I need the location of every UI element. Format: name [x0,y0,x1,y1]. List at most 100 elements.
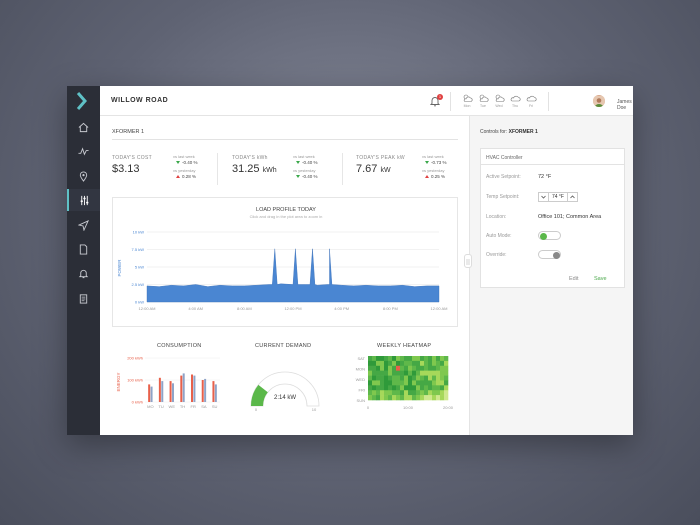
heatmap-cell [412,395,417,401]
heatmap-cell [424,365,429,371]
heatmap-cell [372,385,377,391]
heatmap-cell [440,395,445,401]
heatmap-cell [372,375,377,381]
heatmap-cell [380,380,385,386]
heatmap-cell [432,385,437,391]
weekly-heatmap[interactable]: SAT MON WED FRI SUN 0 10:00 20:00 [340,352,460,422]
document-icon [79,243,88,255]
heatmap-cell [376,395,381,401]
trend-down-icon [296,161,300,165]
heatmap-cell [444,390,449,396]
decrease-button[interactable] [539,193,549,201]
heatmap-cell [368,370,373,376]
compare-label: vs last week [422,154,444,159]
consumption-bar [161,381,164,402]
heatmap-cell [444,380,449,386]
heatmap-cell [376,360,381,367]
compare-label: vs last week [293,154,315,159]
heatmap-cell [444,395,449,401]
controls-title: Controls for: XFORMER 1 [480,129,538,135]
heatmap-cell [400,356,405,362]
heatmap-cell [372,356,377,362]
heatmap-row-label: FRI [359,387,365,392]
sidebar-item-reports[interactable] [67,287,100,309]
heatmap-cell [444,375,449,381]
heatmap-cell [412,375,417,381]
consumption-chart[interactable]: ENERGY 0 kWh 100 kWh 200 kWh MO TU WE TH FR SA S… [112,352,224,418]
load-profile-svg[interactable]: LOAD PROFILE TODAY Click and drag in the… [113,198,459,328]
heatmap-cell [436,375,441,381]
temp-setpoint-value[interactable]: 74 °F [551,194,564,200]
heatmap-cell [432,375,437,381]
heatmap-cell [392,375,397,381]
heatmap-cell [420,360,425,367]
avatar[interactable] [593,95,605,107]
heatmap-cell [376,356,381,362]
heatmap-cell [408,395,413,401]
weather-day-tue: Tue [476,94,490,108]
x-tick-label: 4:00 PM [334,306,349,311]
sidebar-item-activity[interactable] [67,140,100,162]
heatmap-cell [412,385,417,391]
weather-day-label: Tue [480,104,486,108]
cloud-icon [510,95,520,102]
heatmap-cell [428,375,433,381]
clipboard-icon [79,293,88,304]
y-tick-label: 0 kWh [132,400,143,405]
consumption-bar [171,383,174,402]
compare-value: -0.73 % [425,160,447,165]
heatmap-cell [432,365,437,371]
sidebar-item-home[interactable] [67,116,100,138]
edit-button[interactable]: Edit [569,276,579,282]
y-axis-label: ENERGY [116,372,121,391]
sidebar-item-send[interactable] [67,214,100,236]
heatmap-cell [384,390,389,396]
sidebar [67,86,100,435]
heatmap-cell [440,385,445,391]
sidebar-item-controls[interactable] [67,189,100,211]
divider [342,153,343,185]
heatmap-cell [372,395,377,401]
sidebar-item-alerts[interactable] [67,262,100,284]
increase-button[interactable] [567,193,577,201]
heatmap-cell [408,365,413,371]
heatmap-cell [428,385,433,391]
save-button[interactable]: Save [594,276,607,282]
heatmap-cell [432,395,437,401]
heatmap-cell [376,365,381,371]
auto-mode-toggle[interactable] [538,231,561,240]
heatmap-cell [436,395,441,401]
weather-day-label: Thu [511,104,519,108]
heatmap-cell [412,365,417,371]
stat-value: $3.13 [112,163,140,175]
controls-panel: Controls for: XFORMER 1 HVAC Controller … [469,116,633,435]
heatmap-cell [396,385,401,391]
heatmap-cell [404,395,409,401]
heatmap-cell [376,375,381,381]
heatmap-cell [440,356,445,362]
compare-value-text: -0.40 % [302,174,318,179]
heatmap-cell [380,385,385,391]
load-profile-chart[interactable]: LOAD PROFILE TODAY Click and drag in the… [112,197,458,327]
sidebar-item-location[interactable] [67,165,100,187]
chart-subtitle: Click and drag in the plot area to zoom … [250,214,323,219]
heatmap-cell [396,390,401,396]
y-tick-label: 7.5 kW [132,247,145,252]
panel-resize-handle[interactable] [464,254,472,268]
activity-icon [78,146,89,155]
notifications-bell-icon[interactable] [430,96,440,107]
heatmap-cell [396,375,401,381]
heatmap-cell [428,395,433,401]
heatmap-cell [404,360,409,367]
heatmap-row-label: MON [356,366,365,371]
heatmap-cell [388,395,393,401]
sidebar-item-documents[interactable] [67,238,100,260]
heatmap-cell [372,360,377,367]
top-bar: WILLOW ROAD 1 Mon Tue Wed Thu Fri James … [100,86,633,116]
heatmap-cell [368,395,373,401]
heatmap-cell [440,365,445,371]
compare-value-text: -0.73 % [431,160,447,165]
heatmap-cell [432,370,437,376]
override-toggle[interactable] [538,250,561,259]
heatmap-cell [440,360,445,367]
